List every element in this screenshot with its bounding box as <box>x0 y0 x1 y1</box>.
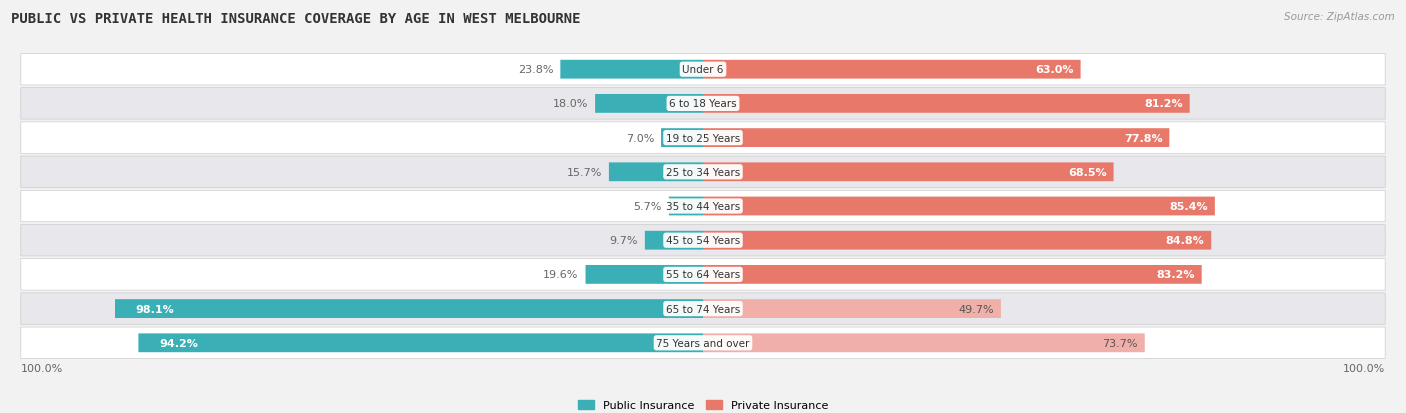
Text: 63.0%: 63.0% <box>1035 65 1074 75</box>
FancyBboxPatch shape <box>138 334 703 352</box>
Text: 18.0%: 18.0% <box>553 99 588 109</box>
Text: 75 Years and over: 75 Years and over <box>657 338 749 348</box>
Text: 9.7%: 9.7% <box>609 236 638 246</box>
Text: 100.0%: 100.0% <box>1343 363 1385 373</box>
FancyBboxPatch shape <box>703 299 1001 318</box>
FancyBboxPatch shape <box>21 293 1385 325</box>
Text: Under 6: Under 6 <box>682 65 724 75</box>
Text: 7.0%: 7.0% <box>626 133 654 143</box>
Text: 100.0%: 100.0% <box>21 363 63 373</box>
FancyBboxPatch shape <box>703 265 1202 284</box>
FancyBboxPatch shape <box>585 265 703 284</box>
Text: Source: ZipAtlas.com: Source: ZipAtlas.com <box>1284 12 1395 22</box>
Text: 65 to 74 Years: 65 to 74 Years <box>666 304 740 314</box>
Text: 19 to 25 Years: 19 to 25 Years <box>666 133 740 143</box>
Text: PUBLIC VS PRIVATE HEALTH INSURANCE COVERAGE BY AGE IN WEST MELBOURNE: PUBLIC VS PRIVATE HEALTH INSURANCE COVER… <box>11 12 581 26</box>
Text: 55 to 64 Years: 55 to 64 Years <box>666 270 740 280</box>
FancyBboxPatch shape <box>595 95 703 114</box>
Text: 73.7%: 73.7% <box>1102 338 1137 348</box>
FancyBboxPatch shape <box>21 191 1385 222</box>
Text: 6 to 18 Years: 6 to 18 Years <box>669 99 737 109</box>
Text: 68.5%: 68.5% <box>1069 167 1107 177</box>
FancyBboxPatch shape <box>21 88 1385 120</box>
FancyBboxPatch shape <box>645 231 703 250</box>
FancyBboxPatch shape <box>703 129 1170 148</box>
FancyBboxPatch shape <box>115 299 703 318</box>
Text: 81.2%: 81.2% <box>1144 99 1182 109</box>
FancyBboxPatch shape <box>21 259 1385 290</box>
FancyBboxPatch shape <box>661 129 703 148</box>
Text: 5.7%: 5.7% <box>634 202 662 211</box>
FancyBboxPatch shape <box>703 61 1081 79</box>
Text: 83.2%: 83.2% <box>1156 270 1195 280</box>
FancyBboxPatch shape <box>21 123 1385 154</box>
Text: 85.4%: 85.4% <box>1170 202 1208 211</box>
Text: 45 to 54 Years: 45 to 54 Years <box>666 236 740 246</box>
Text: 49.7%: 49.7% <box>959 304 994 314</box>
FancyBboxPatch shape <box>21 157 1385 188</box>
Text: 35 to 44 Years: 35 to 44 Years <box>666 202 740 211</box>
FancyBboxPatch shape <box>703 231 1212 250</box>
Text: 15.7%: 15.7% <box>567 167 602 177</box>
FancyBboxPatch shape <box>609 163 703 182</box>
FancyBboxPatch shape <box>703 197 1215 216</box>
Text: 77.8%: 77.8% <box>1123 133 1163 143</box>
FancyBboxPatch shape <box>21 55 1385 86</box>
FancyBboxPatch shape <box>21 327 1385 358</box>
Text: 94.2%: 94.2% <box>159 338 198 348</box>
Text: 19.6%: 19.6% <box>543 270 579 280</box>
FancyBboxPatch shape <box>703 95 1189 114</box>
Text: 25 to 34 Years: 25 to 34 Years <box>666 167 740 177</box>
FancyBboxPatch shape <box>703 334 1144 352</box>
FancyBboxPatch shape <box>669 197 703 216</box>
FancyBboxPatch shape <box>21 225 1385 256</box>
Legend: Public Insurance, Private Insurance: Public Insurance, Private Insurance <box>574 395 832 413</box>
Text: 84.8%: 84.8% <box>1166 236 1205 246</box>
FancyBboxPatch shape <box>703 163 1114 182</box>
Text: 23.8%: 23.8% <box>517 65 554 75</box>
Text: 98.1%: 98.1% <box>135 304 174 314</box>
FancyBboxPatch shape <box>561 61 703 79</box>
